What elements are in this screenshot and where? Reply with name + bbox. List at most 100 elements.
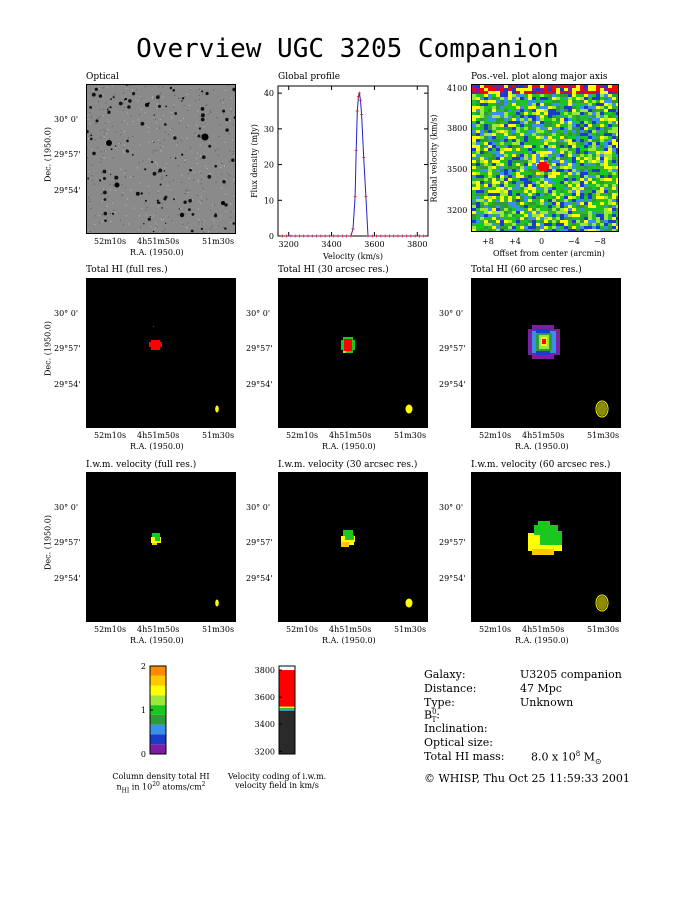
y-tick-label: 30 bbox=[264, 125, 274, 134]
data-point bbox=[379, 234, 383, 238]
dec-axis-label: Dec. (1950.0) bbox=[43, 321, 53, 376]
dec-tick-label: 29°57' bbox=[246, 538, 273, 547]
ra-tick-label: 4h51m50s bbox=[137, 625, 180, 634]
colorbar-band bbox=[150, 714, 166, 725]
data-point bbox=[319, 234, 323, 238]
pv-xtick-label: +4 bbox=[509, 237, 521, 246]
dec-tick-label: 30° 0' bbox=[439, 503, 464, 512]
dec-axis-label: Dec. (1950.0) bbox=[43, 515, 53, 570]
pv-ytick-label: 3200 bbox=[447, 206, 468, 215]
data-point bbox=[362, 155, 366, 159]
star bbox=[221, 201, 225, 205]
colorbar1-caption-line1: Column density total HI bbox=[112, 772, 210, 781]
star bbox=[201, 133, 209, 141]
page-title: Overview UGC 3205 Companion bbox=[136, 34, 559, 64]
data-point bbox=[285, 234, 289, 238]
star bbox=[145, 103, 149, 107]
beam-ellipse bbox=[595, 400, 609, 418]
velocity-band bbox=[279, 706, 295, 708]
iwm-full-title: I.w.m. velocity (full res.) bbox=[86, 460, 197, 470]
data-point bbox=[327, 234, 331, 238]
galaxy-value: U3205 companion bbox=[520, 668, 622, 681]
data-point bbox=[354, 148, 358, 152]
data-point bbox=[293, 234, 297, 238]
x-axis-label: Velocity (km/s) bbox=[322, 252, 383, 261]
velocity-band bbox=[279, 710, 295, 754]
pv-xtick-label: −8 bbox=[594, 237, 606, 246]
dec-tick-label: 29°54' bbox=[54, 574, 81, 583]
global-profile-chart: 0 10 20 30 40 3200 3400 3600 3800 Velocity (km/s)… bbox=[250, 85, 429, 261]
data-point bbox=[332, 234, 336, 238]
ra-tick-label: 51m30s bbox=[587, 625, 620, 634]
data-point bbox=[297, 234, 301, 238]
pv-xlabel: Offset from center (arcmin) bbox=[493, 249, 605, 258]
data-point bbox=[413, 234, 417, 238]
data-point bbox=[396, 234, 400, 238]
colorbar-band bbox=[150, 724, 166, 735]
pv-xtick-label: −4 bbox=[568, 237, 580, 246]
data-point bbox=[366, 234, 370, 238]
colorbar-tick-label: 3200 bbox=[255, 747, 275, 756]
credit-line: © WHISP, Thu Oct 25 11:59:33 2001 bbox=[424, 772, 630, 785]
total-full-svg bbox=[149, 326, 219, 413]
ra-axis-label: R.A. (1950.0) bbox=[515, 636, 569, 645]
colorbar2-caption-line1: Velocity coding of i.w.m. bbox=[227, 772, 327, 781]
data-point bbox=[306, 234, 310, 238]
iwm-30-svg bbox=[341, 530, 413, 608]
x-tick-label: 3200 bbox=[279, 240, 299, 249]
data-point bbox=[302, 234, 306, 238]
pv-panel bbox=[471, 84, 619, 232]
dec-tick-label: 29°57' bbox=[439, 344, 466, 353]
data-point bbox=[400, 234, 404, 238]
colorbar-tick-label: 0 bbox=[141, 750, 146, 759]
plot-frame bbox=[277, 85, 429, 237]
total-60-title: Total HI (60 arcsec res.) bbox=[471, 265, 582, 275]
colorbar-band bbox=[150, 675, 166, 686]
pv-xtick-label: +8 bbox=[482, 237, 494, 246]
y-axis-label: Flux density (mJy) bbox=[250, 124, 259, 198]
velocity-band bbox=[279, 670, 295, 707]
beam-ellipse bbox=[405, 404, 413, 414]
optical-size-label: Optical size: bbox=[424, 736, 493, 749]
ra-tick-label: 51m30s bbox=[394, 625, 427, 634]
dec-tick-label: 29°54' bbox=[246, 574, 273, 583]
galaxy-label: Galaxy: bbox=[424, 668, 466, 681]
ra-tick-label: 51m30s bbox=[202, 431, 235, 440]
ra-axis-label: R.A. (1950.0) bbox=[130, 442, 184, 451]
beam-ellipse bbox=[215, 599, 219, 607]
pv-ytick-label: 3500 bbox=[447, 165, 468, 174]
hi-mass-value: 8.0 x 108 M⊙ bbox=[531, 750, 602, 766]
iwm-full-svg bbox=[151, 533, 219, 607]
data-point bbox=[422, 234, 426, 238]
type-label: Type: bbox=[424, 696, 455, 709]
x-tick-label: 3400 bbox=[321, 240, 341, 249]
ra-tick-label: 52m10s bbox=[94, 431, 127, 440]
beam-ellipse bbox=[405, 598, 413, 608]
data-point bbox=[364, 195, 368, 199]
ra-tick-label: 4h51m50s bbox=[137, 237, 180, 246]
distance-value: 47 Mpc bbox=[520, 682, 562, 695]
ra-tick-label: 51m30s bbox=[587, 431, 620, 440]
dec-tick-label: 30° 0' bbox=[246, 503, 271, 512]
dec-tick-label: 29°57' bbox=[54, 344, 81, 353]
data-point bbox=[280, 234, 284, 238]
pv-image bbox=[472, 85, 618, 231]
data-point bbox=[349, 234, 353, 238]
colorbar-tick-label: 3400 bbox=[255, 720, 275, 729]
data-point bbox=[353, 195, 357, 199]
colorbar-band bbox=[150, 744, 166, 754]
ra-axis-label: R.A. (1950.0) bbox=[322, 636, 376, 645]
colorbar2-caption-line2: velocity field in km/s bbox=[235, 781, 319, 790]
ra-axis-label: R.A. (1950.0) bbox=[130, 248, 184, 257]
dec-tick-label: 29°54' bbox=[54, 186, 81, 195]
ra-axis-label: R.A. (1950.0) bbox=[322, 442, 376, 451]
dec-tick-label: 29°57' bbox=[54, 538, 81, 547]
total-full-title: Total HI (full res.) bbox=[86, 265, 168, 275]
ra-tick-label: 4h51m50s bbox=[329, 431, 372, 440]
dec-tick-label: 30° 0' bbox=[54, 309, 79, 318]
colorbar-band bbox=[150, 685, 166, 696]
ra-tick-label: 4h51m50s bbox=[329, 625, 372, 634]
total-30-title: Total HI (30 arcsec res.) bbox=[278, 265, 389, 275]
data-point bbox=[351, 227, 355, 231]
pv-ytick-label: 3800 bbox=[447, 124, 468, 133]
